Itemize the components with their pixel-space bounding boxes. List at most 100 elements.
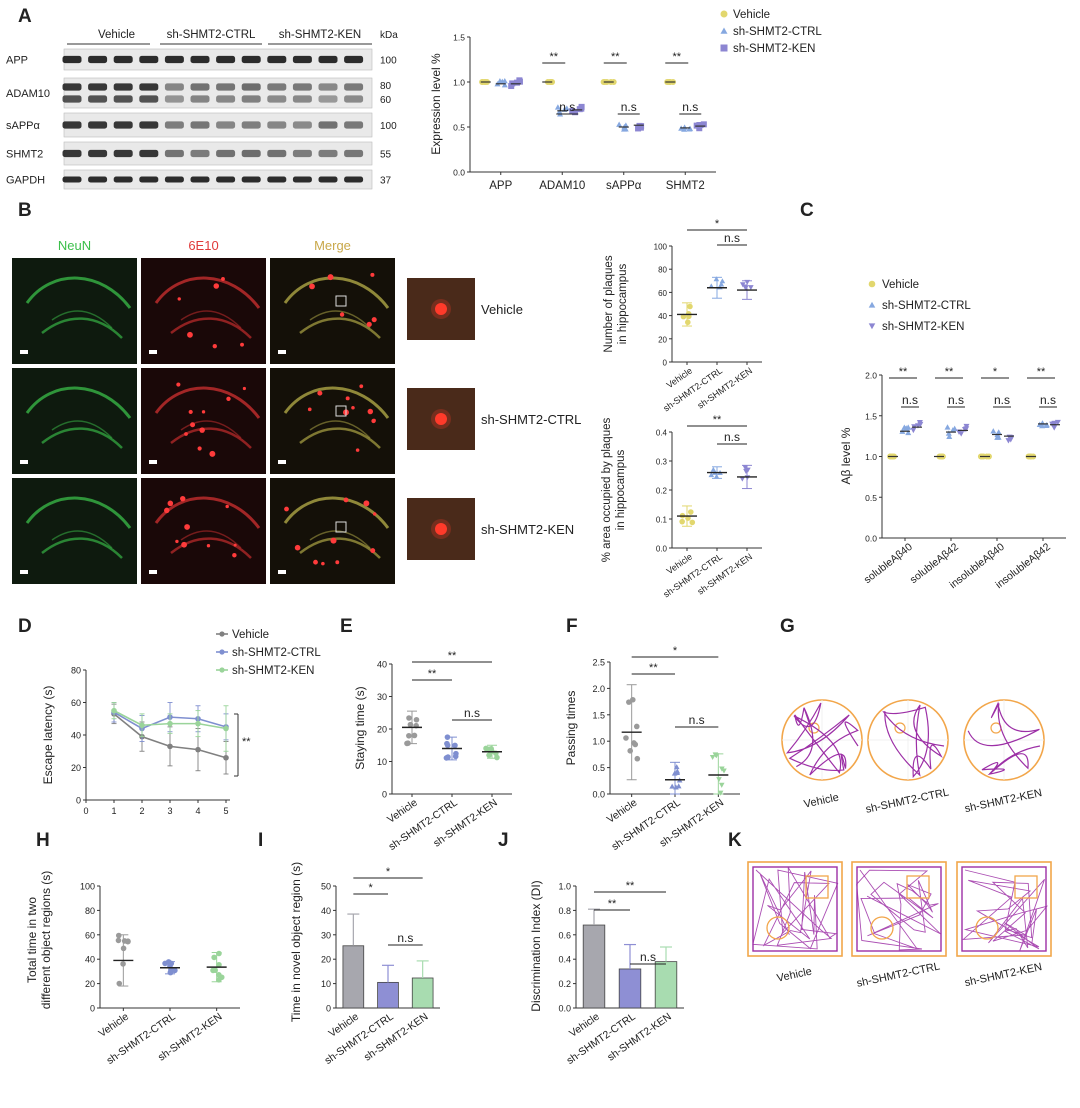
legend-marker xyxy=(868,280,876,288)
zoom-box xyxy=(335,405,347,417)
data-point xyxy=(687,303,693,310)
blot-row-label: GAPDH xyxy=(6,175,45,187)
panel-a-chart: 0.0 0.5 1.0 1.5 APP ADAM10 sAPPα SHMT2 Expressio… xyxy=(429,33,716,192)
legend-marker xyxy=(868,323,876,330)
y-tick-label: 0 xyxy=(90,1004,95,1014)
panel-e-chart: 010203040Vehiclesh-SHMT2-CTRLsh-SHMT2-KE… xyxy=(353,650,512,853)
dentate-gyrus-layer xyxy=(309,530,371,549)
x-tick-label: SHMT2 xyxy=(666,180,705,192)
zoom-plaque-halo xyxy=(431,299,451,319)
data-point xyxy=(740,282,746,288)
y-tick-label: 80 xyxy=(658,266,667,275)
data-point xyxy=(486,752,492,758)
data-point xyxy=(111,707,117,714)
plaque xyxy=(199,427,205,433)
y-axis-label: Time in novel object region (s) xyxy=(289,862,303,1022)
panel-letter-A: A xyxy=(18,6,32,27)
ihc-row-label: sh-SHMT2-KEN xyxy=(481,522,574,537)
blot-band xyxy=(241,176,261,183)
panel-k-tracks: Vehicle sh-SHMT2-CTRL sh-SHMT2-KEN xyxy=(747,861,1052,990)
wall-path xyxy=(856,866,942,952)
y-tick-label: 2.0 xyxy=(592,684,605,694)
significance-label: ** xyxy=(945,366,954,378)
blot-band xyxy=(139,176,159,183)
panel-g-tracks: Vehicle sh-SHMT2-CTRL sh-SHMT2-KEN xyxy=(781,699,1045,816)
y-tick-label: 0.0 xyxy=(558,1004,571,1014)
data-point xyxy=(697,122,704,129)
kda-value: 55 xyxy=(380,150,392,161)
blot-band xyxy=(318,55,338,64)
plaque xyxy=(363,500,370,507)
scale-bar xyxy=(278,460,286,464)
y-tick-label: 20 xyxy=(658,335,667,344)
blot-band xyxy=(216,149,236,158)
blot-band xyxy=(62,83,82,91)
y-tick-label: 1.5 xyxy=(865,411,877,421)
blot-row-label: SHMT2 xyxy=(6,149,43,161)
x-tick-label: 1 xyxy=(111,806,116,816)
blot-band xyxy=(164,121,184,129)
blot-band xyxy=(344,121,364,129)
bar xyxy=(582,924,606,1009)
y-tick-label: 20 xyxy=(321,955,331,965)
blot-band xyxy=(62,176,82,183)
novel-object xyxy=(805,875,829,899)
significance-label: n.s xyxy=(902,393,918,407)
legend-label: sh-SHMT2-KEN xyxy=(733,43,815,55)
plaque xyxy=(181,541,187,548)
blot-band xyxy=(216,55,236,64)
panel-letter-F: F xyxy=(566,616,578,637)
y-axis-label: Staying time (s) xyxy=(353,686,367,769)
y-axis-label: Expression level % xyxy=(429,53,443,155)
data-point xyxy=(1052,420,1059,427)
significance-label: n.s xyxy=(724,231,740,245)
blot-band xyxy=(267,149,287,158)
track-label: sh-SHMT2-KEN xyxy=(964,961,1044,989)
plaque xyxy=(317,390,323,396)
y-tick-label: 0.0 xyxy=(865,534,877,544)
plaque xyxy=(184,432,188,436)
significance-label: ** xyxy=(899,366,908,378)
blot-band xyxy=(344,83,364,91)
dentate-gyrus-layer xyxy=(51,310,113,329)
legend-marker xyxy=(219,667,225,673)
y-tick-label: 100 xyxy=(654,243,668,252)
blot-band xyxy=(164,55,184,64)
blot-band xyxy=(88,176,108,183)
blot-band xyxy=(113,83,133,91)
y-tick-label: 0.8 xyxy=(558,906,571,916)
plaque xyxy=(284,506,289,512)
scale-bar xyxy=(278,350,286,354)
blot-band xyxy=(267,176,287,183)
x-tick-label: sh-SHMT2-KEN xyxy=(362,1011,431,1064)
ihc-header: NeuN xyxy=(58,238,91,253)
blot-group-label: Vehicle xyxy=(98,29,135,41)
dentate-gyrus-layer xyxy=(51,420,113,439)
plaque xyxy=(184,524,190,530)
ihc-header: 6E10 xyxy=(188,238,218,253)
hippocampus-layer xyxy=(154,386,261,419)
data-point xyxy=(634,755,641,762)
y-tick-label: 0 xyxy=(382,790,387,800)
wall-path xyxy=(961,866,1047,952)
scale-bar xyxy=(149,350,157,354)
panel-letter-J: J xyxy=(498,830,509,851)
panel-b-images: NeuN 6E10 Merge Vehicle sh-SHMT2-CTRL sh-SHMT… xyxy=(12,238,581,584)
blot-band xyxy=(267,83,287,91)
blot-band xyxy=(318,95,338,103)
legend-label: sh-SHMT2-KEN xyxy=(882,321,964,333)
plaque xyxy=(339,312,345,317)
data-point xyxy=(679,518,685,525)
data-point xyxy=(115,932,122,939)
zoom-plaque xyxy=(435,303,447,315)
plaque xyxy=(209,450,216,457)
dentate-gyrus-layer xyxy=(41,537,123,559)
significance-label: n.s xyxy=(397,931,413,945)
x-tick-label: 0 xyxy=(83,806,88,816)
blot-band xyxy=(113,149,133,158)
legend-marker xyxy=(868,301,876,308)
blot-band xyxy=(139,121,159,129)
data-point xyxy=(708,472,715,478)
plaque xyxy=(177,297,181,301)
y-tick-label: 30 xyxy=(321,930,331,940)
